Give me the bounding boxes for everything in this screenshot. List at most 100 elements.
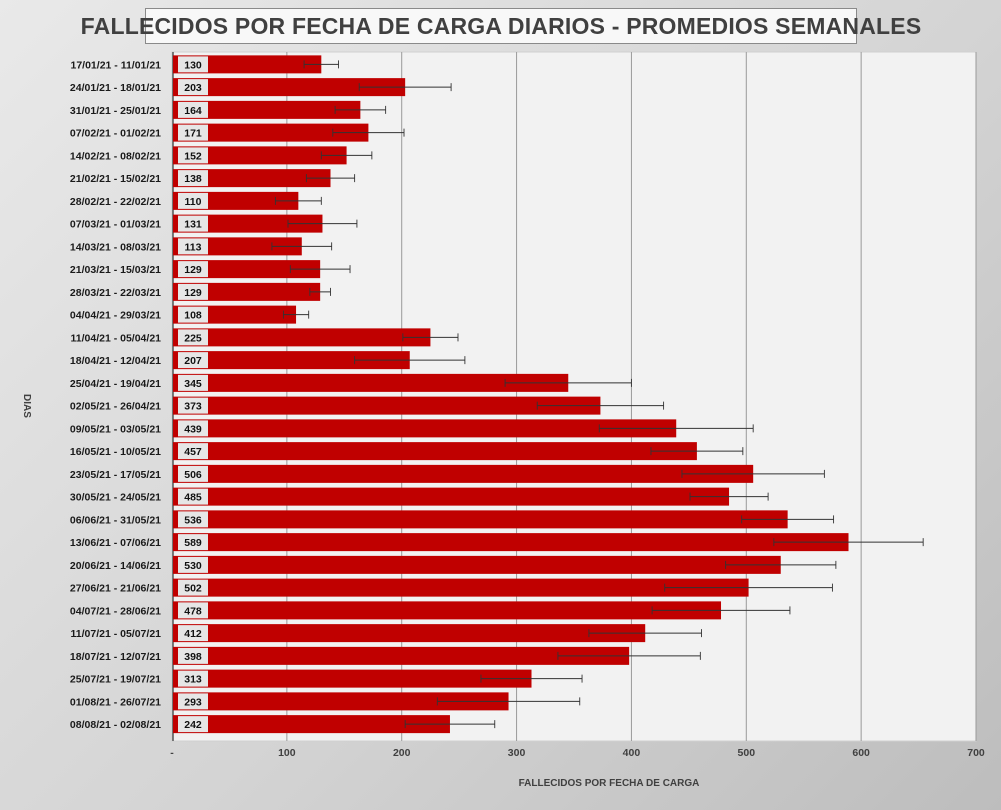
data-label-box	[178, 192, 208, 209]
data-label: 412	[184, 628, 202, 640]
category-label: 28/02/21 - 22/02/21	[70, 196, 161, 208]
category-label: 09/05/21 - 03/05/21	[70, 423, 161, 435]
data-label-box	[178, 670, 208, 687]
data-label-box	[178, 397, 208, 414]
data-label-box	[178, 124, 208, 141]
x-tick-label: 700	[967, 747, 985, 759]
data-label-box	[178, 511, 208, 528]
category-label: 02/05/21 - 26/04/21	[70, 401, 161, 413]
bar	[173, 214, 323, 233]
data-label: 457	[184, 446, 202, 458]
data-label: 225	[184, 332, 202, 344]
bars: 130 203 164 171 152 138 110 131 113 129 129 108 225 2…	[173, 55, 924, 734]
category-label: 20/06/21 - 14/06/21	[70, 560, 161, 572]
data-label-box	[178, 306, 208, 323]
data-label: 130	[184, 59, 202, 71]
data-label-box	[178, 420, 208, 437]
data-label-box	[178, 647, 208, 664]
category-label: 30/05/21 - 24/05/21	[70, 492, 161, 504]
bar	[173, 555, 781, 574]
category-label: 13/06/21 - 07/06/21	[70, 537, 161, 549]
data-label-box	[178, 556, 208, 573]
category-label: 14/03/21 - 08/03/21	[70, 241, 161, 253]
category-label: 17/01/21 - 11/01/21	[71, 59, 162, 71]
data-label-box	[178, 465, 208, 482]
data-label: 439	[184, 423, 202, 435]
data-label-box	[178, 443, 208, 460]
bar	[173, 419, 677, 438]
data-label: 129	[184, 264, 202, 276]
bar	[173, 646, 630, 665]
category-label: 18/04/21 - 12/04/21	[70, 355, 161, 367]
data-label-box	[178, 79, 208, 96]
category-label: 21/02/21 - 15/02/21	[70, 173, 161, 185]
category-label: 16/05/21 - 10/05/21	[70, 446, 161, 458]
bar	[173, 373, 569, 392]
bar	[173, 624, 646, 643]
category-label: 24/01/21 - 18/01/21	[70, 82, 161, 94]
category-label: 07/02/21 - 01/02/21	[70, 128, 161, 140]
x-axis-title: FALLECIDOS POR FECHA DE CARGA	[519, 778, 700, 789]
data-label-box	[178, 579, 208, 596]
category-label: 25/07/21 - 19/07/21	[70, 674, 161, 686]
data-label: 589	[184, 537, 202, 549]
bar	[173, 351, 410, 370]
bar	[173, 442, 697, 461]
data-label: 398	[184, 651, 202, 663]
data-label-box	[178, 329, 208, 346]
data-label: 207	[184, 355, 202, 367]
data-label-box	[178, 534, 208, 551]
data-label: 171	[184, 128, 202, 140]
data-label: 242	[184, 719, 202, 731]
category-label: 23/05/21 - 17/05/21	[70, 469, 161, 481]
data-label-box	[178, 716, 208, 733]
bar	[173, 510, 788, 529]
bar	[173, 692, 509, 711]
bar	[173, 100, 361, 119]
category-label: 14/02/21 - 08/02/21	[70, 150, 161, 162]
category-label: 04/04/21 - 29/03/21	[70, 310, 161, 322]
y-axis-title: DIAS	[21, 394, 32, 418]
category-label: 11/07/21 - 05/07/21	[71, 628, 162, 640]
data-label-box	[178, 374, 208, 391]
bar	[173, 601, 722, 620]
bar	[173, 55, 322, 74]
data-label: 129	[184, 287, 202, 299]
bar	[173, 578, 749, 597]
category-label: 25/04/21 - 19/04/21	[70, 378, 161, 390]
data-label-box	[178, 352, 208, 369]
x-tick-label: 200	[393, 747, 411, 759]
data-label: 373	[184, 401, 202, 413]
data-label-box	[178, 488, 208, 505]
bar	[173, 715, 450, 734]
category-label: 11/04/21 - 05/04/21	[71, 332, 162, 344]
bar	[173, 282, 321, 301]
x-axis-ticks: - 100 200 300 400 500 600 700	[170, 747, 985, 759]
x-tick-label: 400	[623, 747, 641, 759]
bar	[173, 464, 754, 483]
data-label: 502	[184, 583, 202, 595]
category-label: 06/06/21 - 31/05/21	[70, 514, 161, 526]
data-label-box	[178, 101, 208, 118]
category-label: 28/03/21 - 22/03/21	[70, 287, 161, 299]
data-label-box	[178, 261, 208, 278]
data-label-box	[178, 693, 208, 710]
category-label: 31/01/21 - 25/01/21	[70, 105, 161, 117]
data-label: 313	[184, 674, 202, 686]
data-label: 164	[184, 105, 202, 117]
data-label: 345	[184, 378, 202, 390]
bar	[173, 169, 331, 188]
data-label: 293	[184, 696, 202, 708]
category-label: 27/06/21 - 21/06/21	[70, 583, 161, 595]
data-label-box	[178, 147, 208, 164]
bar	[173, 123, 369, 142]
x-tick-label: 300	[508, 747, 526, 759]
x-tick-label: -	[170, 747, 174, 759]
category-labels: 17/01/21 - 11/01/21 24/01/21 - 18/01/21 31…	[70, 59, 161, 731]
bar	[173, 260, 321, 279]
data-label-box	[178, 238, 208, 255]
data-label-box	[178, 602, 208, 619]
data-label: 108	[184, 310, 202, 322]
bar	[173, 328, 431, 347]
